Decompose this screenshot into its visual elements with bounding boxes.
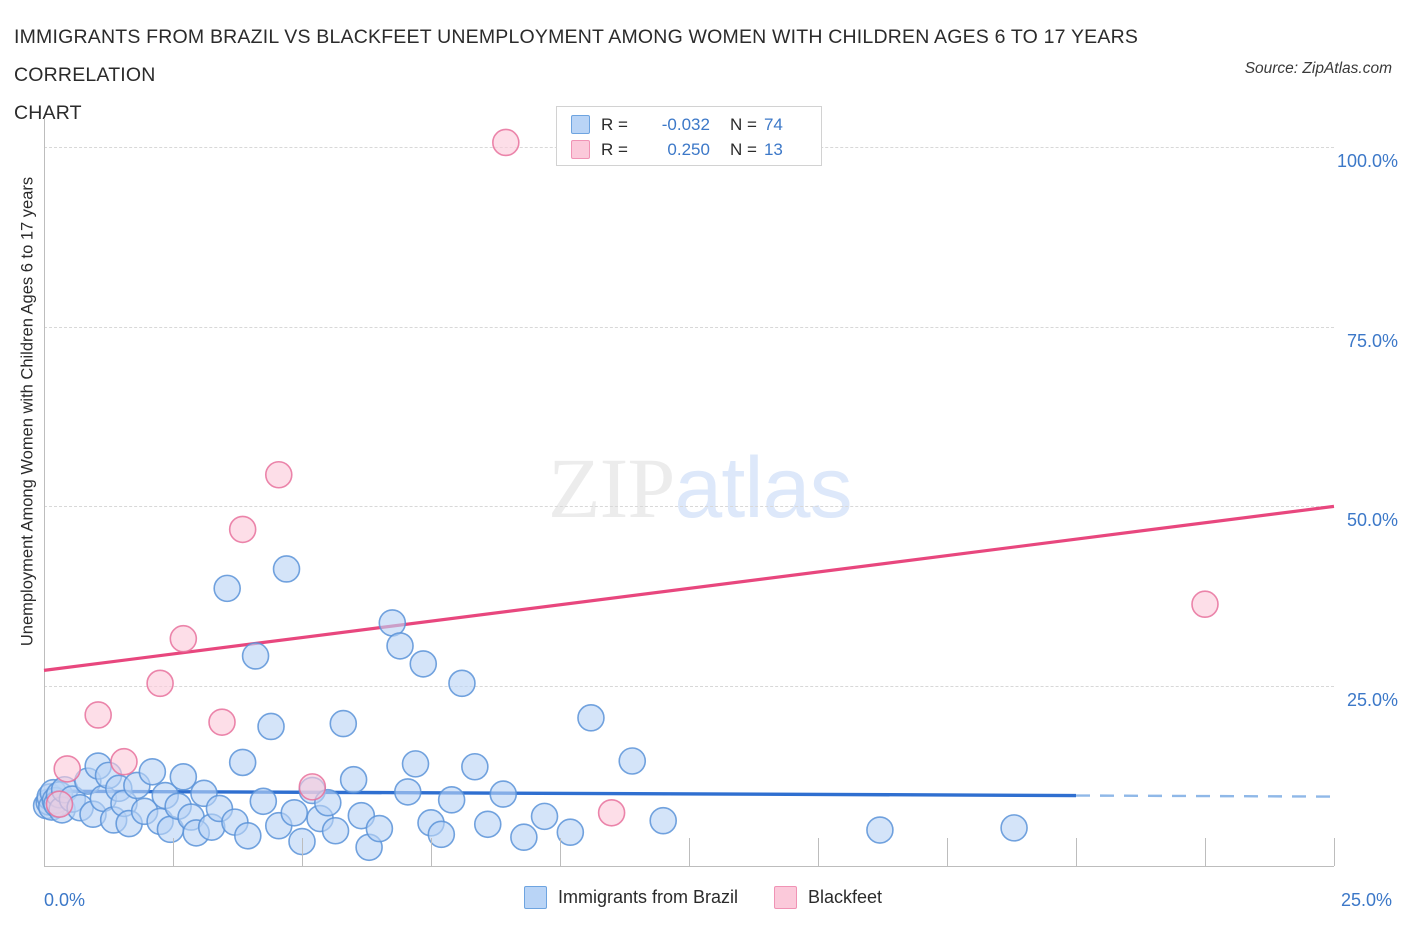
data-point (329, 709, 358, 738)
data-point (257, 712, 285, 741)
data-point (597, 798, 626, 827)
y-axis-tick-label-50: 50.0% (1346, 510, 1398, 531)
data-point (437, 786, 466, 814)
stats-r-label-brazil: R = (601, 114, 628, 134)
stats-n-value-brazil: 74 (763, 114, 783, 134)
data-point (649, 806, 678, 835)
page-title: IMMIGRANTS FROM BRAZIL VS BLACKFEET UNEM… (14, 26, 1139, 124)
data-point (298, 773, 327, 801)
legend-label-blackfeet: Blackfeet (807, 887, 883, 907)
x-axis-tick (1334, 838, 1335, 866)
y-axis-title: Unemployment Among Women with Children A… (18, 176, 37, 647)
data-point (1000, 814, 1028, 842)
y-axis-tick-label-100: 100.0% (1336, 150, 1398, 171)
legend-label-brazil: Immigrants from Brazil (557, 887, 738, 907)
x-axis-tick (560, 838, 561, 866)
data-point (1191, 590, 1219, 619)
data-point (378, 609, 407, 637)
correlation-stats-box: R = -0.032 N = 74 R = 0.250 N = 13 (556, 106, 822, 166)
source-attribution: Source: ZipAtlas.com (1244, 60, 1392, 77)
data-point (45, 790, 74, 818)
data-point (241, 642, 270, 670)
gridline-y-75 (44, 326, 1334, 328)
scatter-series-immigrants-from-brazil (32, 555, 1028, 862)
x-axis-tick (302, 838, 303, 866)
x-axis-tick (431, 838, 432, 866)
data-point (510, 823, 538, 852)
y-axis-line (44, 118, 45, 866)
data-point (228, 515, 257, 544)
x-axis-tick (1076, 838, 1077, 866)
data-point (556, 818, 585, 846)
data-point (321, 816, 350, 845)
x-axis-tick (1205, 838, 1206, 866)
data-point (448, 669, 476, 698)
data-point (461, 752, 489, 781)
x-axis-tick (689, 838, 690, 866)
data-point (386, 632, 414, 660)
data-point (618, 747, 647, 775)
data-point (272, 555, 301, 583)
data-point (169, 763, 198, 791)
y-axis-tick-label-25: 25.0% (1346, 690, 1398, 711)
stats-swatch-blackfeet (571, 140, 590, 159)
x-axis-tick (818, 838, 819, 866)
data-point (138, 757, 167, 786)
legend-swatch-brazil (523, 886, 547, 909)
stats-n-value-blackfeet: 13 (763, 139, 783, 159)
data-point (228, 748, 257, 777)
data-point (393, 778, 422, 806)
data-point (473, 810, 502, 839)
data-point (208, 708, 236, 736)
x-axis-line (44, 866, 1334, 867)
data-point (401, 750, 430, 778)
data-point (492, 128, 520, 157)
gridline-y-25 (44, 686, 1334, 688)
data-point (365, 814, 394, 843)
x-axis-tick (947, 838, 948, 866)
gridline-y-50 (44, 506, 1334, 508)
data-point (110, 747, 138, 776)
data-point (427, 820, 456, 849)
stats-r-label-blackfeet: R = (601, 139, 628, 159)
y-axis-tick-label-75: 75.0% (1346, 330, 1398, 351)
data-point (280, 798, 309, 827)
data-point (577, 704, 605, 732)
data-point (234, 821, 262, 850)
trendline-immigrants-from-brazil-extrapolated (1075, 794, 1335, 798)
stats-row-blackfeet: R = 0.250 N = 13 (571, 137, 809, 162)
data-point (530, 802, 559, 831)
x-axis-max-label: 25.0% (1340, 890, 1392, 910)
series-legend: Immigrants from Brazil Blackfeet (0, 886, 1406, 909)
x-axis-tick (173, 838, 174, 866)
legend-item-immigrants-from-brazil[interactable]: Immigrants from Brazil (523, 886, 738, 909)
data-point (866, 816, 894, 844)
data-point (409, 650, 438, 678)
stats-n-label-brazil: N = (729, 114, 757, 134)
data-point (339, 765, 368, 794)
data-point (489, 780, 518, 808)
legend-item-blackfeet[interactable]: Blackfeet (773, 886, 883, 909)
stats-n-label-blackfeet: N = (729, 139, 757, 159)
data-point (264, 460, 293, 489)
x-axis-min-label: 0.0% (44, 890, 86, 910)
scatter-series-blackfeet (45, 128, 1219, 827)
data-point (84, 701, 112, 729)
stats-swatch-brazil (571, 115, 590, 134)
data-point (249, 787, 278, 816)
data-point (169, 624, 198, 653)
data-point (213, 574, 241, 603)
stats-row-brazil: R = -0.032 N = 74 (571, 112, 809, 137)
legend-swatch-blackfeet (773, 886, 797, 909)
stats-r-value-blackfeet: 0.250 (667, 139, 710, 159)
stats-r-value-brazil: -0.032 (661, 114, 710, 134)
data-point (53, 755, 82, 783)
data-point (146, 669, 174, 698)
